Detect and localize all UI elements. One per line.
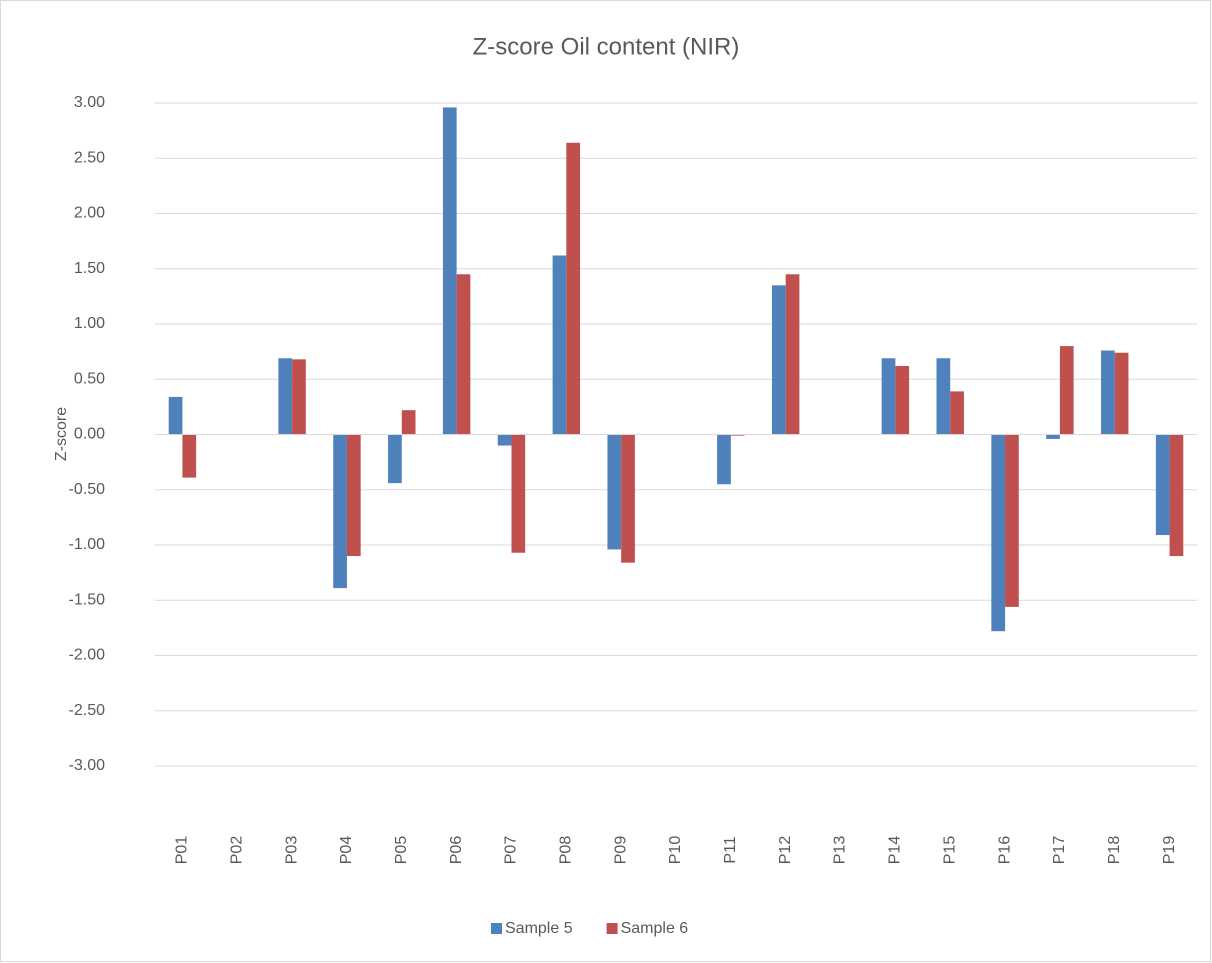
bar xyxy=(785,274,800,435)
bar xyxy=(936,358,951,435)
x-tick-label: P06 xyxy=(448,836,465,865)
x-tick-label: P08 xyxy=(558,836,575,865)
y-tick-label: 0.50 xyxy=(74,370,105,387)
x-tick-label: P11 xyxy=(722,836,739,863)
bar xyxy=(1169,434,1184,557)
y-tick-label: 3.00 xyxy=(74,94,105,111)
x-tick-label: P18 xyxy=(1106,836,1123,865)
bar xyxy=(182,434,197,478)
x-tick-label: P04 xyxy=(338,836,355,865)
legend-swatch xyxy=(491,923,502,934)
y-tick-label: -3.00 xyxy=(69,757,106,774)
y-tick-label: -1.00 xyxy=(69,536,106,553)
bar xyxy=(621,434,635,563)
y-tick-label: 2.50 xyxy=(74,149,105,166)
x-tick-label: P16 xyxy=(996,836,1013,865)
bar xyxy=(1155,434,1170,536)
bar xyxy=(278,358,293,435)
bar xyxy=(717,434,731,485)
bar xyxy=(1114,352,1129,435)
x-tick-label: P10 xyxy=(667,836,684,865)
x-tick-label: P05 xyxy=(393,836,410,865)
bar xyxy=(442,107,457,435)
bar xyxy=(1046,434,1060,439)
bar xyxy=(881,358,896,435)
bar xyxy=(950,391,964,435)
bar xyxy=(566,142,581,435)
bar xyxy=(552,255,567,435)
x-tick-label: P13 xyxy=(832,836,849,865)
y-tick-label: 1.00 xyxy=(74,315,105,332)
bar xyxy=(1005,434,1019,607)
bar xyxy=(292,359,306,435)
x-tick-label: P19 xyxy=(1161,836,1178,865)
x-tick-label: P07 xyxy=(503,836,520,865)
x-tick-label: P02 xyxy=(228,836,245,865)
y-tick-label: -1.50 xyxy=(69,591,106,608)
bar xyxy=(771,285,786,435)
x-tick-label: P01 xyxy=(174,836,191,865)
bar xyxy=(388,434,402,484)
chart-title: Z-score Oil content (NIR) xyxy=(473,33,740,60)
x-tick-label: P17 xyxy=(1051,836,1068,865)
x-tick-label: P09 xyxy=(612,836,629,865)
bar xyxy=(1059,346,1074,435)
legend-swatch xyxy=(606,923,618,934)
bar xyxy=(346,434,361,557)
x-tick-label: P14 xyxy=(887,836,904,865)
y-tick-label: 0.00 xyxy=(74,426,105,443)
bar xyxy=(401,410,416,435)
bar xyxy=(511,434,526,553)
bar xyxy=(607,434,622,550)
bar xyxy=(730,434,745,436)
y-tick-label: -0.50 xyxy=(69,481,106,498)
bar xyxy=(895,365,910,435)
y-tick-label: 1.50 xyxy=(74,260,105,277)
bar xyxy=(991,434,1006,632)
y-axis-label: Z-score xyxy=(53,407,70,461)
bar xyxy=(456,274,471,435)
legend-label: Sample 6 xyxy=(621,920,689,937)
bar xyxy=(1101,350,1115,435)
y-tick-label: -2.00 xyxy=(69,647,106,664)
bar xyxy=(168,396,183,435)
legend-label: Sample 5 xyxy=(505,920,573,937)
x-tick-label: P15 xyxy=(941,836,958,865)
y-tick-label: -2.50 xyxy=(69,702,106,719)
bar xyxy=(497,434,512,446)
x-tick-label: P03 xyxy=(283,836,300,865)
y-tick-label: 2.00 xyxy=(74,205,105,222)
x-tick-label: P12 xyxy=(777,836,794,865)
bar xyxy=(333,434,347,589)
